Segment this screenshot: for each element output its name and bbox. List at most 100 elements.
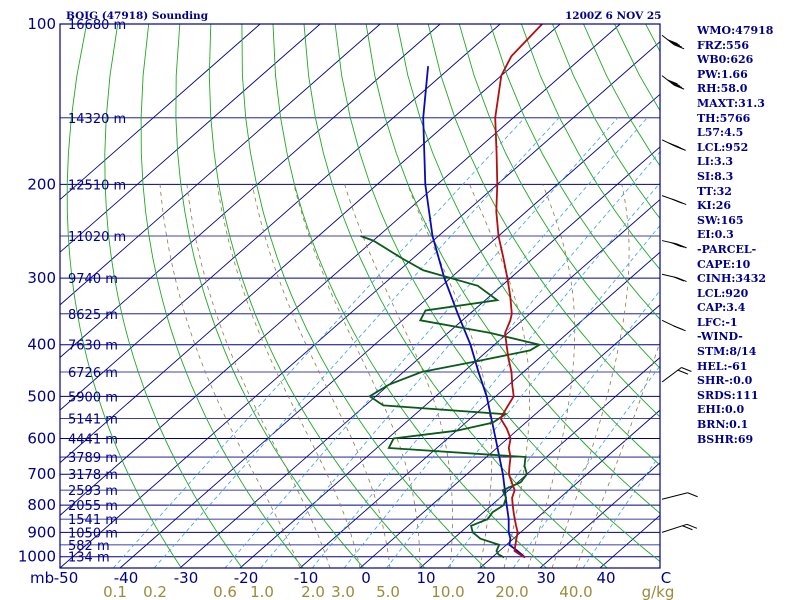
dry-adiabat [489,24,660,320]
moist-adiabat [186,184,331,568]
height-label: 5900 m [68,390,118,405]
temperature-tick-label: -40 [114,569,139,587]
dry-adiabat [458,24,660,369]
temperature-tick-label: 30 [536,569,555,587]
mixing-ratio-tick-label: 0.1 [103,583,127,600]
wind-barb [661,523,698,533]
height-label: 11020 m [68,230,126,245]
moist-adiabat [469,184,530,568]
stat-line: SRDS:111 [697,388,759,402]
isotherm-line [60,24,381,306]
pressure-tick-label: 200 [27,175,56,193]
height-label: 2593 m [68,484,118,499]
moist-adiabat [407,184,493,568]
stat-line: CAP:3.4 [697,301,746,315]
wind-barb [661,492,698,500]
mixing-ratio-line [343,182,660,568]
stat-line: -WIND- [697,330,743,344]
stat-line: CINH:3432 [697,272,767,286]
isotherm-line [359,304,660,568]
isotherm-line [60,41,660,568]
temperature-tick-label: 0 [361,569,371,587]
dry-adiabat [334,24,660,563]
mixing-ratio-line [153,117,560,568]
temperature-tick-label: -50 [54,569,79,587]
isotherm-line [539,462,660,568]
moist-adiabat [575,340,660,568]
wind-barb [661,240,687,249]
height-label: 582 m [68,539,110,554]
height-label: 9740 m [68,272,118,287]
pressure-tick-label: 700 [27,465,56,483]
temperature-tick-label: 40 [596,569,615,587]
isotherm-line [239,198,660,568]
moist-adiabat [551,184,630,568]
stat-line: HEL:-61 [697,359,748,373]
pressure-tick-label: 400 [27,336,56,354]
wind-barb [661,273,687,283]
height-label: 5141 m [68,412,118,427]
stat-line: TT:32 [697,184,732,198]
stat-line: BRN:0.1 [697,418,749,432]
mixing-ratio-line [582,454,660,568]
height-label: 134 m [68,551,110,566]
moist-adiabat [527,184,576,568]
pressure-tick-label: 600 [27,430,56,448]
dry-adiabat [175,24,365,568]
wind-barb [661,319,686,332]
moist-adiabat [344,184,453,568]
wind-barb [661,34,685,50]
stat-line: SW:165 [697,213,744,227]
isotherm-line [299,251,660,568]
stat-line: KI:26 [697,199,732,213]
pressure-tick-label: 900 [27,523,56,541]
stat-line: LI:3.3 [697,155,734,169]
sounding-time: 1200Z 6 NOV 25 [565,10,662,22]
stat-line: FRZ:556 [697,38,750,52]
mixing-ratio-tick-label: 10.0 [431,583,464,600]
stat-line: EI:0.3 [697,228,734,242]
stat-line: BSHR:69 [697,432,754,446]
dry-adiabat [427,24,660,418]
stability-indices-panel: WMO:47918 FRZ:556 WB0:626 PW:1.66 RH:58.0 MAX… [697,24,797,447]
stat-line: STM:8/14 [697,345,757,359]
dry-adiabat [104,24,243,568]
mixing-ratio-tick-label: 1.0 [250,583,274,600]
height-label: 12510 m [68,178,126,193]
moist-adiabat [216,184,361,568]
mixing-ratio-tick-label: 0.6 [213,583,237,600]
height-label: 3178 m [68,468,118,483]
stat-line: CAPE:10 [697,257,751,271]
dry-adiabat [66,24,182,568]
moist-adiabat [251,184,391,568]
stat-line: LFC:-1 [697,315,738,329]
height-label: 8625 m [68,308,118,323]
temperature-tick-label: -30 [174,569,199,587]
mixing-ratio-tick-label: 3.0 [331,583,355,600]
mixing-ratio-tick-label: 20.0 [495,583,528,600]
height-label: 14320 m [68,112,126,127]
height-label: 2055 m [68,499,118,514]
dewpoint-trace [360,235,542,559]
diagram-grid [60,24,660,568]
isotherm-line [60,24,261,201]
wind-barb [661,367,692,383]
pressure-tick-label: 100 [27,15,56,33]
mixing-ratio-tick-label: 40.0 [559,583,592,600]
isotherm-line [60,24,321,253]
stat-line: -PARCEL- [697,242,757,256]
pressure-tick-label: 500 [27,387,56,405]
stat-line: WB0:626 [697,53,754,67]
pressure-unit-label: mb [30,569,54,587]
wind-barb [661,195,687,206]
mixing-ratio-tick-label: 0.2 [143,583,167,600]
mixing-ratio-line [311,151,660,568]
wind-barb [661,139,686,151]
dry-adiabat [241,24,486,568]
dry-adiabat [208,24,426,568]
temperature-tick-label: 20 [476,569,495,587]
dry-adiabat [272,24,547,568]
pressure-tick-label: 1000 [18,548,56,566]
mixing-ratio-line [512,365,660,568]
